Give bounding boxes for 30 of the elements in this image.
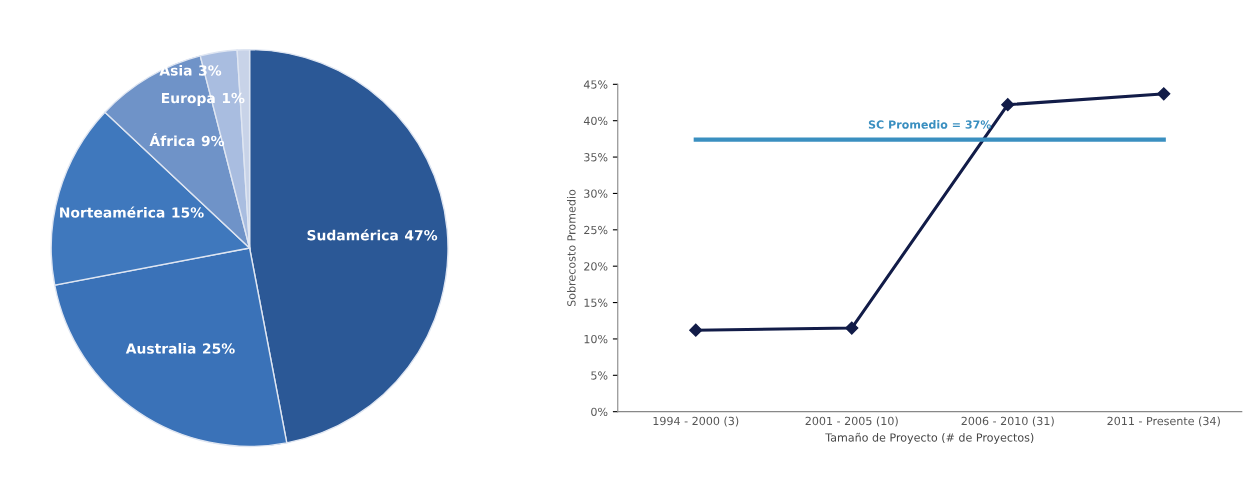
y-tick-label: 5% <box>591 371 608 380</box>
x-tick-label: 1994 - 2000 (3) <box>653 416 739 427</box>
point <box>1157 87 1171 101</box>
slice-label: Australia <box>125 343 196 354</box>
y-tick-label: 30% <box>584 189 608 198</box>
slice-label: Sudamérica <box>307 229 398 241</box>
data-label: 3% <box>199 65 222 76</box>
data-label: 15% <box>172 207 204 218</box>
slice-label: Norteamérica <box>60 206 165 218</box>
y-tick-label: 25% <box>584 225 608 235</box>
slice-label: África <box>149 133 195 147</box>
point <box>689 323 703 337</box>
data-label: 1% <box>222 92 245 104</box>
point <box>845 321 859 335</box>
y-tick-label: 45% <box>583 80 608 89</box>
y-tick-label: 15% <box>584 298 608 307</box>
y-tick-label: 20% <box>584 262 608 271</box>
ref-line-label: SC Promedio = 37% <box>868 120 992 129</box>
x-tick-label: 2011 - Presente (34) <box>1107 416 1220 427</box>
data-label: 25% <box>203 343 235 354</box>
y-tick-label: 40% <box>583 116 608 126</box>
x-tick-label: 2001 - 2005 (10) <box>805 416 898 427</box>
data-label: 47% <box>405 229 438 241</box>
y-tick-label: 35% <box>584 153 608 162</box>
y-axis-title: Sobrecosto Promedio <box>567 189 576 307</box>
x-tick-label: 2006 - 2010 (31) <box>961 416 1054 427</box>
point <box>1001 98 1015 112</box>
x-axis-title: Tamaño de Proyecto (# de Proyectos) <box>825 432 1034 444</box>
y-tick-label: 0% <box>591 407 608 417</box>
y-tick-label: 10% <box>584 334 608 344</box>
